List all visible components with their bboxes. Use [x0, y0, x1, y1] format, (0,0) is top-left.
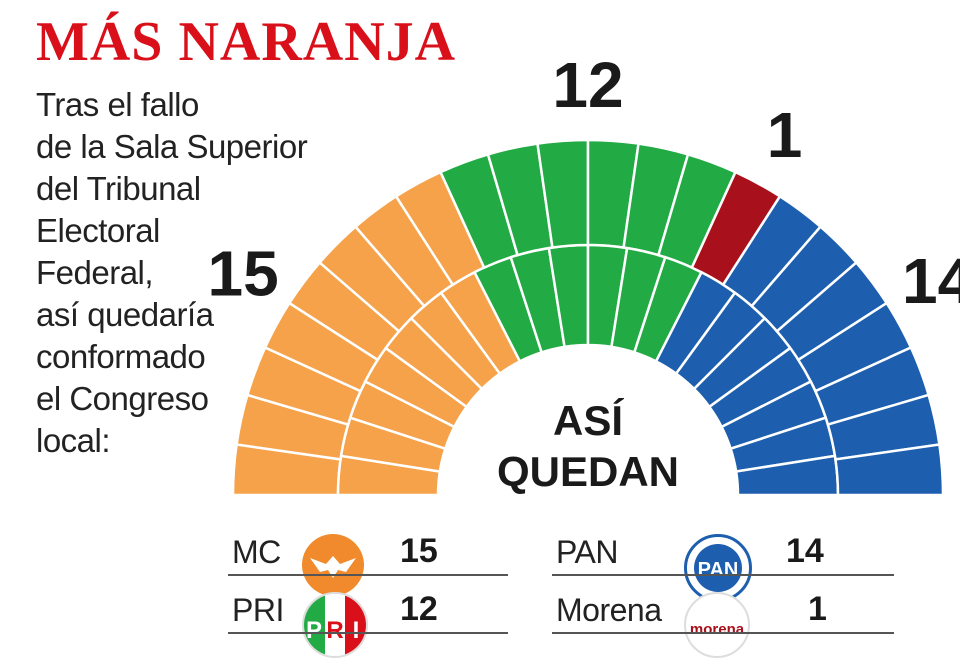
count-label-mc: 15: [207, 237, 278, 309]
subtitle-line: del Tribunal: [36, 170, 201, 207]
legend-divider: [552, 574, 894, 576]
legend-divider: [228, 574, 508, 576]
legend-name: PRI: [232, 592, 284, 628]
parliament-chart: 15 12 1 14 ASÍ QUEDAN: [207, 49, 960, 497]
subtitle: Tras el fallo de la Sala Superior del Tr…: [36, 84, 336, 462]
subtitle-line: Tras el fallo: [36, 86, 199, 123]
count-label-pri: 12: [552, 49, 623, 121]
legend-name: Morena: [556, 592, 662, 628]
subtitle-line: así quedaría: [36, 296, 214, 333]
legend-value: 14: [786, 532, 824, 570]
legend-name: MC: [232, 534, 281, 570]
legend-divider: [552, 632, 894, 634]
svg-text:R: R: [326, 617, 343, 644]
page-title: MÁS NARANJA: [36, 11, 457, 73]
center-label-line1: ASÍ: [553, 397, 624, 444]
subtitle-line: el Congreso: [36, 380, 209, 417]
count-label-pan: 14: [902, 245, 960, 317]
legend-row-pri: PRI P R I 12: [228, 588, 508, 658]
svg-text:P: P: [306, 617, 322, 644]
svg-text:I: I: [353, 617, 360, 644]
seat-group: [231, 138, 945, 497]
legend-value: 15: [400, 532, 438, 570]
subtitle-line: Federal,: [36, 254, 154, 291]
legend-divider: [228, 632, 508, 634]
legend-row-morena: Morena morena 1: [552, 588, 894, 658]
seat-pan: [834, 443, 945, 497]
subtitle-line: conformado: [36, 338, 206, 375]
pri-logo-icon: P R I: [302, 592, 368, 658]
legend-row-pan: PAN PAN 14: [552, 530, 894, 602]
svg-text:morena: morena: [690, 621, 745, 638]
svg-text:PAN: PAN: [698, 559, 739, 581]
subtitle-line: de la Sala Superior: [36, 128, 308, 165]
legend-name: PAN: [556, 534, 618, 570]
center-label-line2: QUEDAN: [497, 448, 679, 495]
mc-eagle-logo-icon: [302, 534, 364, 596]
subtitle-line: Electoral: [36, 212, 160, 249]
subtitle-line: local:: [36, 422, 111, 459]
legend-value: 12: [400, 590, 438, 628]
count-label-morena: 1: [767, 99, 803, 171]
morena-logo-icon: morena: [684, 592, 750, 658]
legend-row-mc: MC 15: [228, 530, 508, 596]
legend-value: 1: [808, 590, 827, 628]
count-labels: 15 12 1 14: [207, 49, 960, 317]
